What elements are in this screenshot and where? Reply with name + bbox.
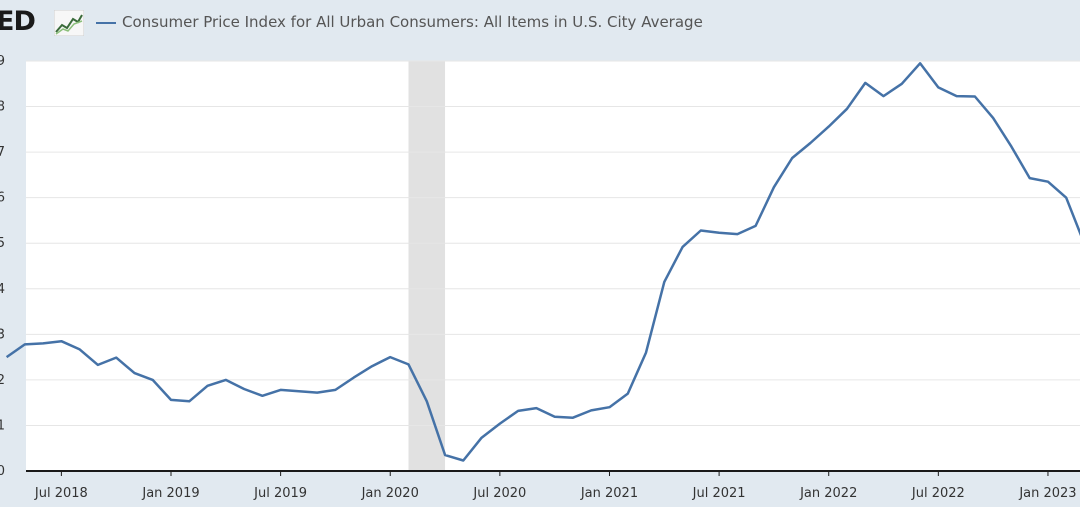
- data-point[interactable]: [4, 354, 10, 360]
- x-tick-label: Jul 2020: [472, 486, 526, 501]
- data-point[interactable]: [625, 391, 631, 397]
- data-point[interactable]: [259, 393, 265, 399]
- data-point[interactable]: [734, 231, 740, 237]
- y-tick-label: 7: [0, 145, 5, 160]
- x-tick-label: Jan 2023: [1018, 486, 1076, 501]
- data-point[interactable]: [862, 80, 868, 86]
- data-point[interactable]: [424, 398, 430, 404]
- data-point[interactable]: [607, 404, 613, 410]
- fred-logo[interactable]: ED: [0, 6, 36, 37]
- y-tick-label: 0: [0, 464, 5, 479]
- data-point[interactable]: [716, 230, 722, 236]
- legend-line-swatch: [96, 22, 116, 24]
- y-tick-label: 3: [0, 327, 5, 342]
- data-point[interactable]: [643, 350, 649, 356]
- data-point[interactable]: [205, 383, 211, 389]
- x-tick-label: Jan 2019: [141, 486, 199, 501]
- data-point[interactable]: [698, 228, 704, 234]
- data-point[interactable]: [406, 361, 412, 367]
- data-point[interactable]: [113, 355, 119, 361]
- data-point[interactable]: [497, 421, 503, 427]
- data-point[interactable]: [954, 93, 960, 99]
- y-tick-label: 4: [0, 282, 5, 297]
- data-point[interactable]: [479, 435, 485, 441]
- data-point[interactable]: [789, 155, 795, 161]
- data-point[interactable]: [552, 414, 558, 420]
- x-tick-label: Jul 2021: [692, 486, 746, 501]
- data-point[interactable]: [351, 375, 357, 381]
- data-point[interactable]: [387, 354, 393, 360]
- data-point[interactable]: [1063, 195, 1069, 201]
- data-point[interactable]: [917, 60, 923, 66]
- x-tick-label: Jul 2022: [911, 486, 965, 501]
- data-point[interactable]: [771, 184, 777, 190]
- chart-header: ED Consumer Price Index for All Urban Co…: [0, 0, 1080, 48]
- recession-band: [408, 61, 446, 471]
- data-point[interactable]: [1027, 175, 1033, 181]
- data-point[interactable]: [40, 340, 46, 346]
- data-point[interactable]: [223, 377, 229, 383]
- x-tick-label: Jan 2020: [361, 486, 419, 501]
- data-point[interactable]: [150, 377, 156, 383]
- data-point[interactable]: [533, 405, 539, 411]
- y-tick-label: 9: [0, 54, 5, 69]
- data-point[interactable]: [369, 363, 375, 369]
- series-line-cpi[interactable]: [5, 62, 1080, 462]
- data-point[interactable]: [278, 387, 284, 393]
- y-tick-label: 5: [0, 236, 5, 251]
- data-point[interactable]: [826, 124, 832, 130]
- data-point[interactable]: [460, 458, 466, 464]
- data-point[interactable]: [58, 338, 64, 344]
- data-point[interactable]: [1045, 179, 1051, 185]
- data-point[interactable]: [753, 223, 759, 229]
- x-tick-label: Jan 2022: [799, 486, 857, 501]
- y-tick-label: 8: [0, 100, 5, 115]
- data-point[interactable]: [570, 415, 576, 421]
- data-point[interactable]: [442, 452, 448, 458]
- x-tick-label: Jul 2018: [34, 486, 88, 501]
- data-point[interactable]: [588, 407, 594, 413]
- data-point[interactable]: [935, 84, 941, 90]
- y-tick-label: 1: [0, 418, 5, 433]
- data-point[interactable]: [972, 94, 978, 100]
- data-point[interactable]: [296, 388, 302, 394]
- plot-area: [26, 61, 1080, 471]
- data-point[interactable]: [132, 370, 138, 376]
- fred-line-chart-icon: [54, 10, 84, 36]
- data-point[interactable]: [807, 140, 813, 146]
- data-point[interactable]: [844, 106, 850, 112]
- data-point[interactable]: [168, 397, 174, 403]
- x-tick-label: Jul 2019: [253, 486, 307, 501]
- x-tick-label: Jan 2021: [580, 486, 638, 501]
- data-point[interactable]: [241, 386, 247, 392]
- data-point[interactable]: [990, 115, 996, 121]
- data-point[interactable]: [332, 387, 338, 393]
- data-point[interactable]: [186, 398, 192, 404]
- data-point[interactable]: [881, 93, 887, 99]
- y-tick-label: 2: [0, 373, 5, 388]
- data-point[interactable]: [95, 362, 101, 368]
- data-point[interactable]: [661, 279, 667, 285]
- data-point[interactable]: [680, 244, 686, 250]
- data-point[interactable]: [22, 341, 28, 347]
- data-point[interactable]: [77, 346, 83, 352]
- y-tick-label: 6: [0, 191, 5, 206]
- data-point[interactable]: [899, 81, 905, 87]
- data-point[interactable]: [1008, 144, 1014, 150]
- data-point[interactable]: [515, 408, 521, 414]
- legend-label[interactable]: Consumer Price Index for All Urban Consu…: [122, 13, 703, 31]
- data-point[interactable]: [314, 390, 320, 396]
